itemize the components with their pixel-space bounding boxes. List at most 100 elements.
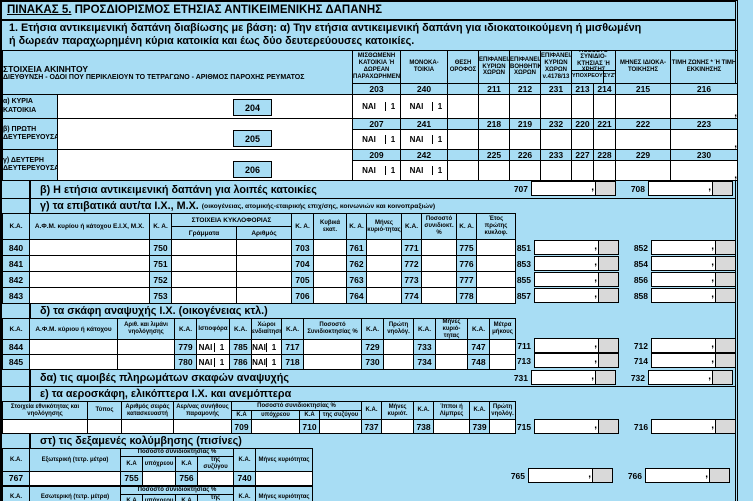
boat-port-input[interactable] bbox=[117, 354, 175, 371]
months-input[interactable] bbox=[615, 129, 671, 150]
amount-input-712[interactable]: , bbox=[651, 338, 715, 353]
car-cc-input[interactable] bbox=[313, 255, 348, 272]
aircraft-months-input[interactable] bbox=[381, 419, 415, 435]
car-number-input[interactable] bbox=[235, 287, 293, 304]
aircraft-nationality-input[interactable] bbox=[2, 419, 88, 435]
detached-choice-cell[interactable]: ΝΑΙ 1 bbox=[400, 160, 448, 181]
boat-sail-choice[interactable]: ΝΑΙ 1 bbox=[196, 354, 230, 371]
car-cc-input[interactable] bbox=[313, 271, 348, 288]
amount-decimals-766[interactable] bbox=[709, 468, 730, 484]
car-afm-input[interactable] bbox=[29, 287, 150, 304]
spouse-pct-input[interactable] bbox=[593, 129, 616, 150]
car-number-input[interactable] bbox=[235, 239, 293, 256]
pool-obligor-pct-input[interactable] bbox=[142, 470, 176, 486]
zone-price-input[interactable]: , bbox=[670, 160, 738, 181]
amount-input-851[interactable]: , bbox=[534, 239, 599, 255]
amount-decimals-853[interactable] bbox=[598, 255, 620, 271]
amount-input-855[interactable]: , bbox=[534, 271, 599, 287]
amount-decimals-852[interactable] bbox=[715, 239, 737, 255]
pool-area-input[interactable] bbox=[29, 470, 121, 486]
car-afm-input[interactable] bbox=[29, 255, 150, 272]
boat-months-input[interactable] bbox=[435, 354, 468, 371]
amount-input-765[interactable]: , bbox=[528, 468, 592, 484]
obligor-pct-input[interactable] bbox=[571, 129, 594, 150]
spouse-pct-input[interactable] bbox=[593, 94, 616, 119]
amount-input-858[interactable]: , bbox=[651, 287, 716, 303]
address-input-first-secondary[interactable]: 205 bbox=[57, 118, 353, 150]
amount-decimals-851[interactable] bbox=[598, 239, 620, 255]
amount-decimals-858[interactable] bbox=[715, 287, 737, 303]
law-area-input[interactable] bbox=[540, 129, 572, 150]
main-area-input[interactable] bbox=[478, 160, 510, 181]
aircraft-first-reg-input[interactable] bbox=[489, 419, 517, 435]
detached-choice-cell[interactable]: ΝΑΙ 1 bbox=[400, 129, 448, 150]
obligor-pct-input[interactable] bbox=[571, 160, 594, 181]
position-input[interactable] bbox=[447, 160, 479, 181]
car-pct-input[interactable] bbox=[421, 287, 458, 304]
aircraft-base-input[interactable] bbox=[173, 419, 232, 435]
amount-decimals-716[interactable] bbox=[715, 418, 737, 434]
car-number-input[interactable] bbox=[235, 255, 293, 272]
aircraft-obligor-pct-input[interactable] bbox=[251, 419, 300, 435]
law-area-input[interactable] bbox=[540, 160, 572, 181]
boat-cabins-choice[interactable]: ΝΑΙ 1 bbox=[251, 354, 282, 371]
boat-sail-choice[interactable]: ΝΑΙ 1 bbox=[196, 339, 230, 356]
amount-input-852[interactable]: , bbox=[651, 239, 716, 255]
aircraft-hp-input[interactable] bbox=[433, 419, 471, 435]
amount-input-707[interactable]: , bbox=[531, 181, 595, 196]
amount-decimals-857[interactable] bbox=[598, 287, 620, 303]
car-pct-input[interactable] bbox=[421, 255, 458, 272]
amount-decimals-713[interactable] bbox=[598, 353, 619, 368]
aircraft-type-input[interactable] bbox=[87, 419, 122, 435]
boat-first-reg-input[interactable] bbox=[383, 339, 414, 356]
address-input-main[interactable]: 204 bbox=[57, 94, 353, 119]
zone-price-input[interactable]: , bbox=[670, 129, 738, 150]
car-pct-input[interactable] bbox=[421, 271, 458, 288]
spouse-pct-input[interactable] bbox=[593, 160, 616, 181]
months-input[interactable] bbox=[615, 160, 671, 181]
car-afm-input[interactable] bbox=[29, 239, 150, 256]
boat-length-input[interactable] bbox=[489, 354, 516, 371]
aircraft-spouse-pct-input[interactable] bbox=[318, 419, 363, 435]
rented-choice-cell[interactable]: ΝΑΙ 1 bbox=[352, 94, 401, 119]
car-months-input[interactable] bbox=[366, 271, 403, 288]
boat-port-input[interactable] bbox=[117, 339, 175, 356]
amount-input-732[interactable]: , bbox=[648, 369, 712, 385]
amount-input-766[interactable]: , bbox=[645, 468, 709, 484]
car-letters-input[interactable] bbox=[171, 271, 237, 288]
car-months-input[interactable] bbox=[366, 255, 403, 272]
boat-afm-input[interactable] bbox=[29, 354, 118, 371]
amount-decimals-708[interactable] bbox=[712, 181, 733, 196]
car-pct-input[interactable] bbox=[421, 239, 458, 256]
car-year-input[interactable] bbox=[476, 271, 517, 288]
address-input-second-secondary[interactable]: 206 bbox=[57, 149, 353, 181]
boat-months-input[interactable] bbox=[435, 339, 468, 356]
aircraft-serial-input[interactable] bbox=[121, 419, 174, 435]
pool-spouse-pct-input[interactable] bbox=[196, 470, 235, 486]
amount-input-856[interactable]: , bbox=[651, 271, 716, 287]
amount-decimals-731[interactable] bbox=[595, 369, 616, 385]
car-letters-input[interactable] bbox=[171, 287, 237, 304]
amount-decimals-732[interactable] bbox=[712, 369, 733, 385]
amount-input-711[interactable]: , bbox=[534, 338, 598, 353]
aux-area-input[interactable] bbox=[509, 129, 541, 150]
car-months-input[interactable] bbox=[366, 287, 403, 304]
amount-decimals-856[interactable] bbox=[715, 271, 737, 287]
amount-decimals-855[interactable] bbox=[598, 271, 620, 287]
months-input[interactable] bbox=[615, 94, 671, 119]
aux-area-input[interactable] bbox=[509, 160, 541, 181]
rented-choice-cell[interactable]: ΝΑΙ 1 bbox=[352, 160, 401, 181]
aux-area-input[interactable] bbox=[509, 94, 541, 119]
amount-decimals-714[interactable] bbox=[715, 353, 736, 368]
amount-input-853[interactable]: , bbox=[534, 255, 599, 271]
car-year-input[interactable] bbox=[476, 287, 517, 304]
amount-input-714[interactable]: , bbox=[651, 353, 715, 368]
amount-input-857[interactable]: , bbox=[534, 287, 599, 303]
boat-pct-input[interactable] bbox=[303, 354, 362, 371]
amount-decimals-765[interactable] bbox=[592, 468, 613, 484]
main-area-input[interactable] bbox=[478, 129, 510, 150]
boat-cabins-choice[interactable]: ΝΑΙ 1 bbox=[251, 339, 282, 356]
boat-afm-input[interactable] bbox=[29, 339, 118, 356]
car-letters-input[interactable] bbox=[171, 255, 237, 272]
zone-price-input[interactable]: , bbox=[670, 94, 738, 119]
